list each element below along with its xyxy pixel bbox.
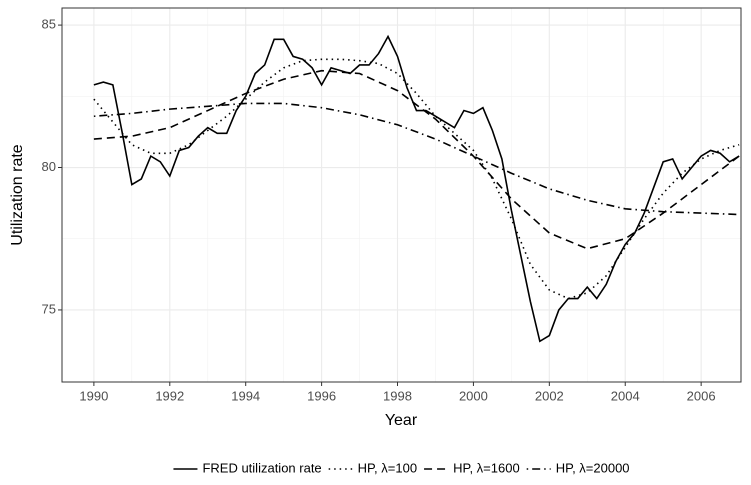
legend-label: HP, λ=1600 (453, 460, 520, 475)
series-line (93, 69, 740, 250)
y-tick-label: 85 (42, 17, 56, 32)
x-tick-label: 1996 (307, 388, 336, 403)
x-tick-label: 2004 (611, 388, 640, 403)
series-line (93, 34, 740, 343)
x-tick-label: 2002 (535, 388, 564, 403)
x-tick-label: 2006 (687, 388, 716, 403)
panel-border (61, 7, 742, 383)
y-axis-title: Utilization rate (9, 144, 26, 245)
x-tick-label: 1992 (155, 388, 184, 403)
x-axis-title: Year (385, 412, 418, 429)
legend-label: HP, λ=20000 (556, 460, 630, 475)
x-tick-label: 1998 (383, 388, 412, 403)
x-tick-label: 1990 (79, 388, 108, 403)
y-tick-label: 80 (42, 159, 56, 174)
series-line (93, 102, 740, 216)
series-line (93, 58, 740, 300)
x-tick-label: 2000 (459, 388, 488, 403)
legend-label: FRED utilization rate (202, 460, 321, 475)
y-tick-label: 75 (42, 301, 56, 316)
legend: FRED utilization rate HP, λ=100 HP, λ=1600… (173, 460, 630, 475)
legend-label: HP, λ=100 (358, 460, 417, 475)
x-tick-label: 1994 (231, 388, 260, 403)
